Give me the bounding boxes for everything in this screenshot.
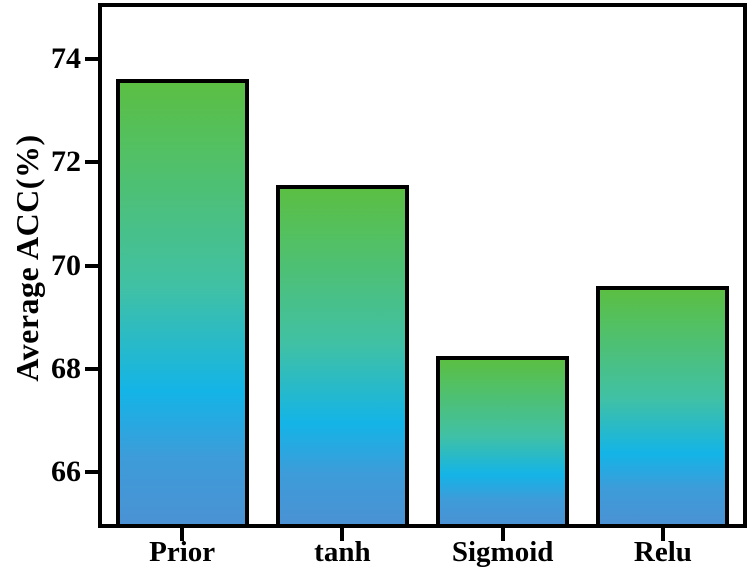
y-axis-tick [85,263,98,268]
plot-area [85,3,747,541]
x-tick-label-prior: Prior [149,536,216,568]
y-axis-tick [85,470,98,475]
y-tick-label-66: 66 [51,455,81,489]
x-tick-label-sigmoid: Sigmoid [451,536,554,568]
x-axis-tick [500,528,505,541]
y-tick-label-72: 72 [51,145,81,179]
bar-prior [115,79,249,528]
y-tick-label-68: 68 [51,351,81,385]
x-tick-label-tanh: tanh [314,536,371,568]
x-axis-tick [660,528,665,541]
x-axis-tick [340,528,345,541]
x-tick-label-relu: Relu [633,536,692,568]
bar-relu [596,286,730,528]
bar-tanh [275,185,409,528]
y-axis-tick [85,366,98,371]
y-axis-tick [85,56,98,61]
bar-sigmoid [436,355,570,528]
y-tick-label-70: 70 [51,248,81,282]
y-tick-label-74: 74 [51,41,81,75]
x-axis-tick [180,528,185,541]
y-axis-tick [85,160,98,165]
